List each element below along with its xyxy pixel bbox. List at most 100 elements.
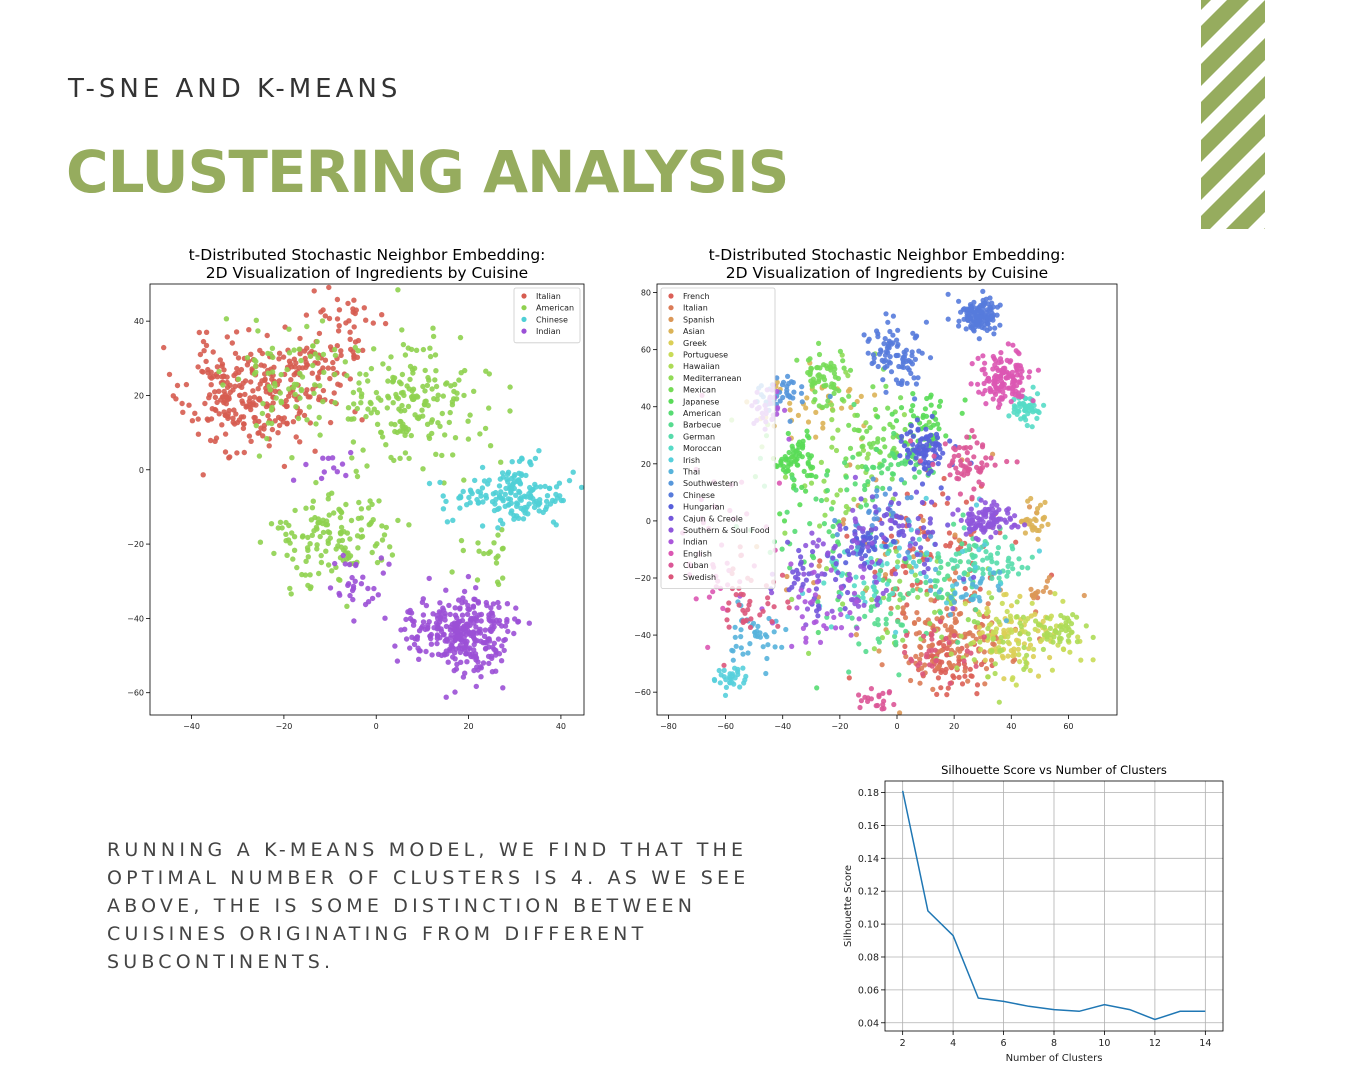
scatter-point [861, 332, 867, 338]
scatter-point [536, 508, 542, 514]
scatter-point [419, 407, 425, 413]
scatter-point [999, 600, 1005, 606]
scatter-point [1004, 458, 1010, 465]
x-tick-label: −20 [275, 722, 292, 731]
scatter-point [467, 651, 473, 657]
scatter-point [873, 703, 879, 709]
scatter-point [443, 498, 449, 505]
tsne-four-cuisines-chart: t-Distributed Stochastic Neighbor Embedd… [127, 246, 585, 731]
scatter-point [942, 623, 948, 629]
scatter-point [875, 617, 881, 623]
scatter-point [200, 338, 207, 345]
scatter-point [733, 643, 739, 649]
legend-marker [668, 562, 674, 568]
scatter-point [944, 692, 950, 698]
legend-label: Mediterranean [683, 374, 742, 383]
scatter-point [186, 402, 192, 408]
scatter-point [895, 327, 901, 333]
scatter-point [312, 351, 319, 357]
scatter-point [406, 522, 412, 528]
scatter-point [326, 512, 332, 518]
x-tick-label: 2 [900, 1038, 906, 1049]
scatter-point [346, 555, 352, 561]
scatter-point [360, 574, 366, 580]
scatter-point [358, 506, 365, 512]
scatter-point [988, 555, 994, 561]
scatter-point [976, 611, 983, 618]
scatter-point [745, 650, 751, 656]
legend-label: Indian [683, 538, 708, 547]
scatter-point [885, 343, 891, 349]
legend-label: Asian [683, 327, 705, 336]
scatter-point [954, 665, 960, 671]
scatter-point [994, 304, 1001, 310]
scatter-point [705, 644, 711, 650]
scatter-point [846, 675, 852, 681]
scatter-point [1041, 632, 1047, 638]
scatter-point [979, 575, 985, 581]
scatter-point [896, 530, 902, 536]
scatter-point [1037, 502, 1044, 508]
scatter-point [917, 643, 923, 650]
scatter-point [312, 514, 318, 521]
scatter-point [913, 462, 919, 468]
scatter-point [793, 487, 799, 493]
scatter-point [963, 531, 969, 537]
scatter-point [822, 512, 828, 518]
scatter-point [830, 407, 836, 413]
scatter-point [495, 636, 502, 642]
scatter-point [331, 390, 337, 396]
scatter-point [224, 334, 230, 340]
scatter-point [805, 452, 811, 458]
scatter-point [876, 648, 882, 654]
scatter-point [941, 475, 947, 482]
scatter-point [1031, 646, 1037, 652]
scatter-point [846, 506, 852, 512]
scatter-point [888, 611, 894, 617]
scatter-point [874, 328, 880, 334]
y-tick-label: 20 [641, 460, 651, 469]
scatter-point [866, 564, 872, 570]
scatter-point [1017, 659, 1023, 665]
scatter-point [449, 643, 455, 650]
scatter-point [518, 497, 524, 503]
scatter-point [910, 433, 916, 439]
scatter-point [173, 396, 179, 402]
scatter-point [327, 419, 334, 426]
scatter-point [760, 608, 766, 614]
scatter-point [1009, 385, 1015, 391]
scatter-point [272, 388, 279, 395]
scatter-point [212, 394, 219, 401]
scatter-point [450, 452, 456, 458]
scatter-point [986, 378, 992, 384]
scatter-point [403, 616, 409, 623]
scatter-point [979, 481, 985, 488]
scatter-point [885, 550, 891, 556]
scatter-point [829, 417, 835, 423]
scatter-point [723, 684, 729, 690]
scatter-point [924, 557, 930, 563]
scatter-point [934, 665, 940, 671]
scatter-point [914, 444, 920, 450]
scatter-point [336, 323, 342, 329]
scatter-point [833, 576, 839, 583]
scatter-point [959, 541, 965, 547]
scatter-point [980, 571, 986, 577]
scatter-point [378, 555, 384, 561]
scatter-point [937, 446, 943, 452]
scatter-point [807, 600, 814, 606]
scatter-point [438, 614, 444, 620]
scatter-point [849, 615, 855, 621]
scatter-point [356, 387, 363, 393]
scatter-point [765, 642, 771, 648]
scatter-point [356, 499, 362, 506]
scatter-point [872, 406, 878, 413]
scatter-point [426, 619, 432, 625]
scatter-point [782, 530, 788, 536]
scatter-point [794, 357, 800, 363]
scatter-point [927, 520, 933, 526]
scatter-point [954, 563, 960, 569]
scatter-point [235, 355, 242, 361]
scatter-point [834, 492, 840, 498]
scatter-point [900, 637, 906, 643]
